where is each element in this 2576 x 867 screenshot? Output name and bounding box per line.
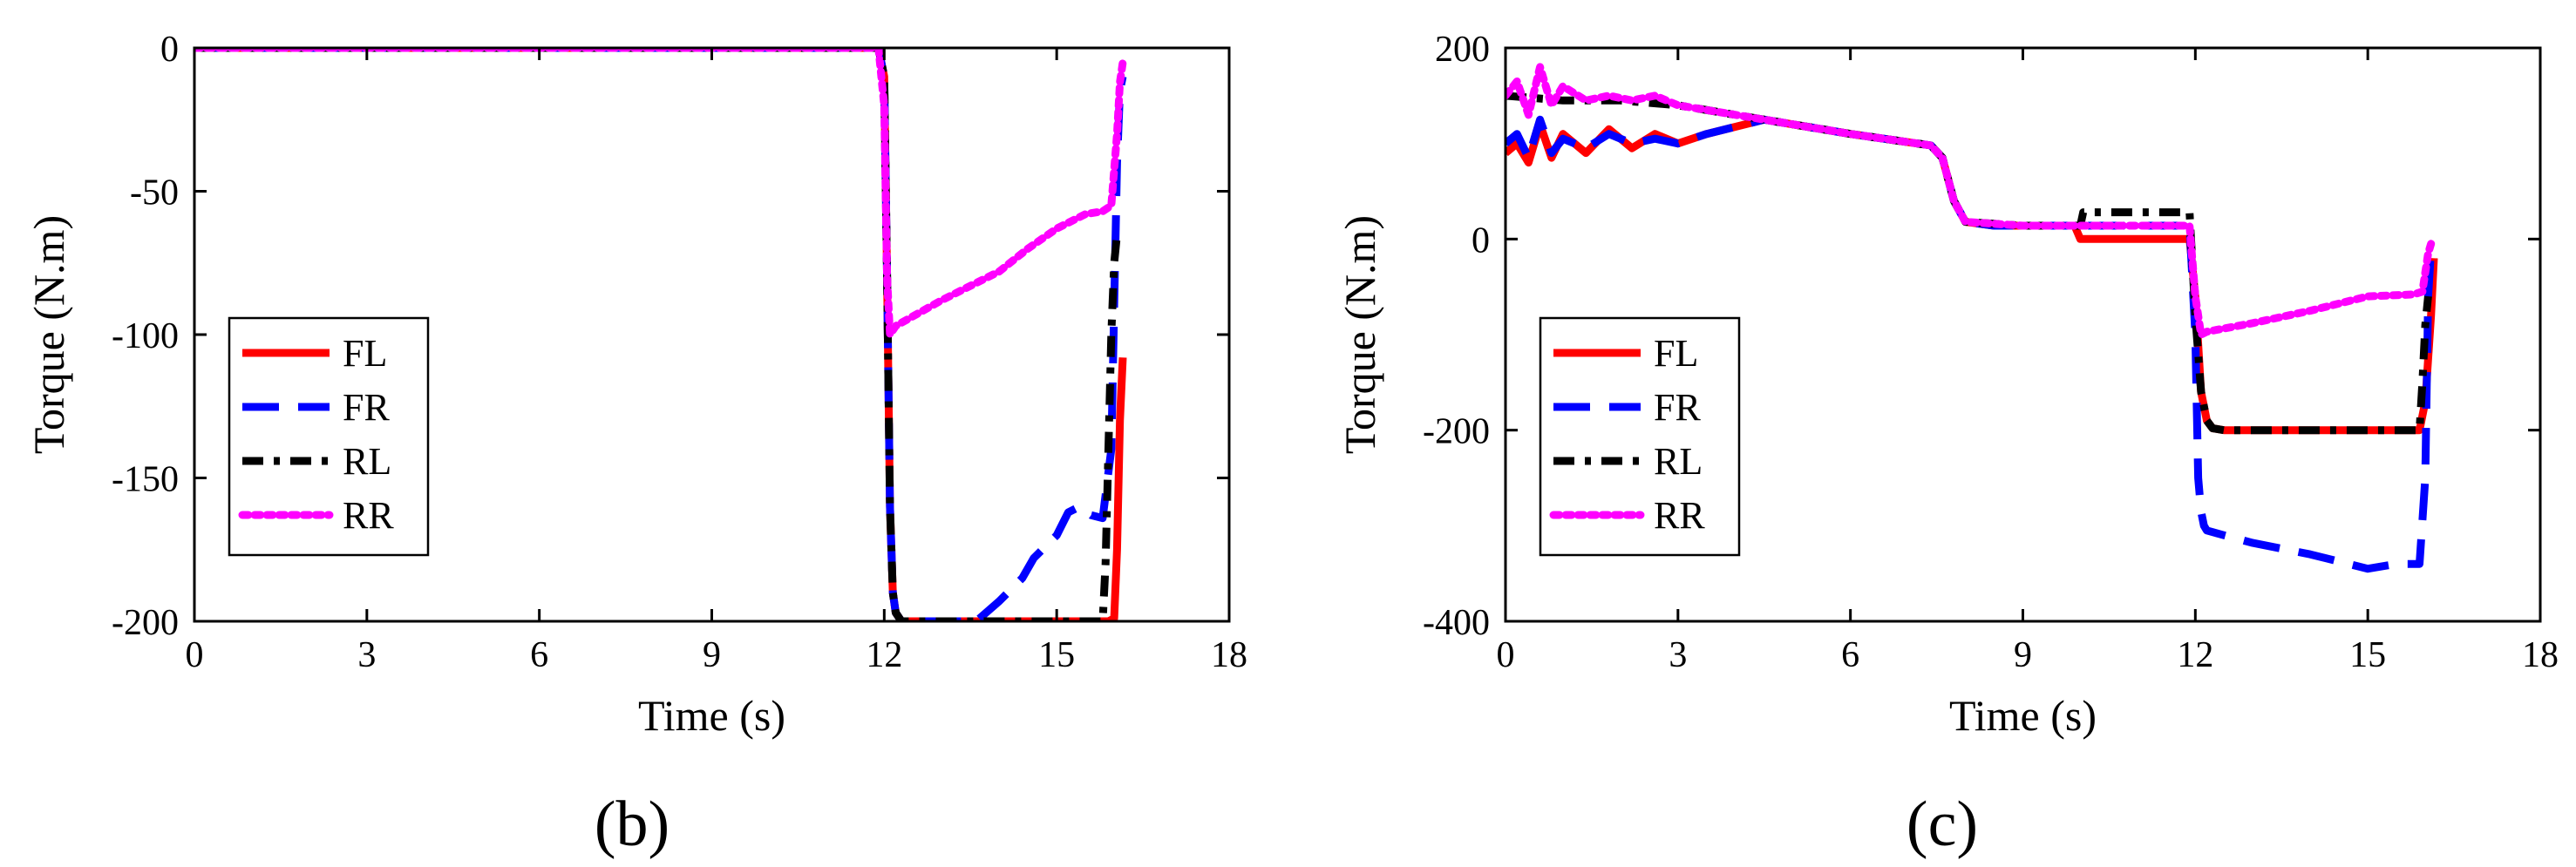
y-tick-label: -400: [1423, 603, 1490, 643]
series-group: [1505, 63, 2438, 573]
legend-label-rr: RR: [343, 494, 394, 537]
series-line-rr: [1505, 63, 2436, 339]
x-axis-label: Time (s): [1949, 691, 2097, 740]
y-tick-label: 200: [1435, 30, 1490, 70]
legend: FL FR RL RR: [228, 316, 430, 557]
legend: FL FR RL RR: [1539, 316, 1741, 557]
legend-label-rl: RL: [1654, 440, 1703, 483]
series-line-rl: [194, 48, 1121, 621]
y-tick-label: 0: [160, 30, 179, 70]
panel-label: (b): [595, 789, 669, 860]
legend-label-fr: FR: [343, 386, 390, 429]
y-tick-label: 0: [1472, 220, 1490, 261]
series-line-fr: [194, 48, 1127, 621]
y-tick-label: -200: [1423, 412, 1490, 452]
legend-label-fl: FL: [343, 332, 387, 375]
y-tick-label: -50: [130, 173, 179, 213]
x-tick-label: 18: [2522, 635, 2559, 675]
series-group: [194, 48, 1127, 621]
x-tick-label: 6: [530, 635, 548, 675]
x-tick-label: 18: [1211, 635, 1247, 675]
x-tick-label: 9: [2014, 635, 2032, 675]
x-tick-label: 3: [1669, 635, 1687, 675]
x-tick-label: 12: [2177, 635, 2213, 675]
x-tick-label: 15: [1038, 635, 1075, 675]
x-tick-label: 15: [2349, 635, 2386, 675]
legend-label-fr: FR: [1654, 386, 1701, 429]
y-tick-label: -200: [112, 603, 179, 643]
y-axis-label: Torque (N.m): [24, 215, 73, 454]
legend-label-fl: FL: [1654, 332, 1698, 375]
x-tick-label: 6: [1841, 635, 1859, 675]
panel-label: (c): [1907, 789, 1978, 860]
x-axis-label: Time (s): [638, 691, 785, 740]
y-axis-label: Torque (N.m): [1336, 215, 1384, 454]
x-tick-label: 12: [866, 635, 902, 675]
series-line-rr: [194, 48, 1127, 339]
x-tick-label: 9: [703, 635, 721, 675]
y-tick-label: -100: [112, 316, 179, 356]
chart-panel-c: 0 3 6 9 12 15 18 200 0 -200 -400 Time (s) Torque (N.…: [1336, 30, 2559, 860]
legend-label-rl: RL: [343, 440, 391, 483]
x-tick-label: 3: [357, 635, 376, 675]
y-tick-label: -150: [112, 460, 179, 500]
x-tick-label: 0: [186, 635, 204, 675]
x-tick-label: 0: [1497, 635, 1515, 675]
chart-panel-b: 0 3 6 9 12 15 18 0 -50 -100 -150 -200 Time (s) Torque…: [24, 30, 1247, 860]
legend-label-rr: RR: [1654, 494, 1705, 537]
